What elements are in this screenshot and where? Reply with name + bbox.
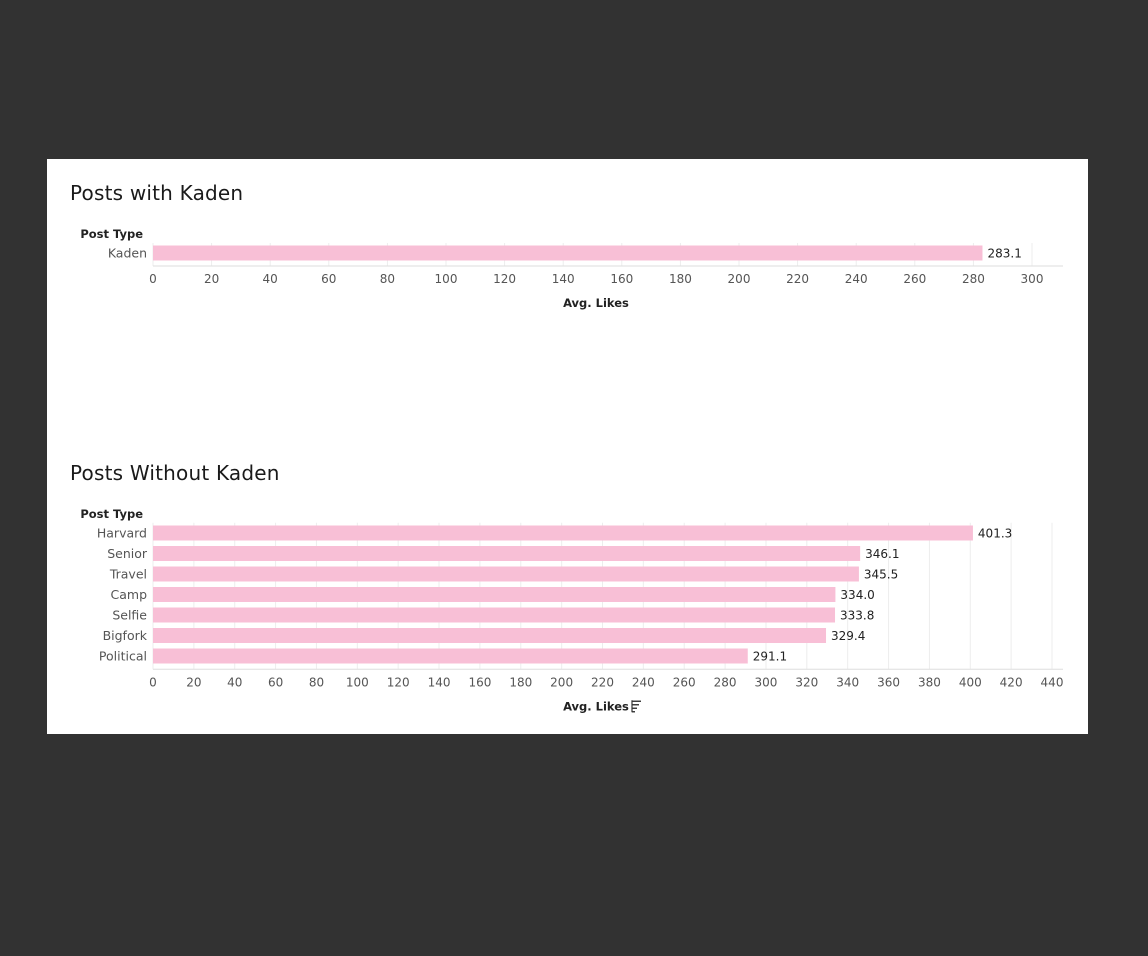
category-label: Travel — [109, 567, 147, 582]
category-label: Selfie — [112, 608, 147, 623]
x-tick-label: 320 — [795, 675, 818, 689]
x-tick-label: 40 — [263, 272, 278, 286]
x-tick-label: 80 — [380, 272, 395, 286]
category-label: Bigfork — [103, 628, 148, 643]
category-label: Senior — [107, 546, 148, 561]
x-tick-label: 200 — [550, 675, 573, 689]
category-label: Harvard — [97, 526, 147, 541]
x-tick-label: 280 — [714, 675, 737, 689]
x-tick-label: 180 — [509, 675, 532, 689]
bar-harvard[interactable] — [153, 525, 973, 541]
x-tick-label: 300 — [1021, 272, 1044, 286]
bar-selfie[interactable] — [153, 607, 836, 623]
x-tick-label: 440 — [1041, 675, 1064, 689]
x-tick-label: 300 — [755, 675, 778, 689]
value-label: 333.8 — [840, 609, 874, 623]
dashboard-card: Posts with Kaden Post Type Kaden 283.1 0 20 4… — [47, 159, 1088, 734]
x-tick-label: 220 — [591, 675, 614, 689]
x-tick-label: 40 — [227, 675, 242, 689]
value-label: 346.1 — [865, 547, 899, 561]
x-tick-label: 240 — [632, 675, 655, 689]
sort-icon[interactable] — [631, 700, 641, 713]
value-label: 291.1 — [753, 650, 787, 664]
bar-camp[interactable] — [153, 587, 836, 602]
x-tick-label: 260 — [673, 675, 696, 689]
chart-title-with-kaden: Posts with Kaden — [70, 181, 244, 205]
x-tick-label: 180 — [669, 272, 692, 286]
bar-political[interactable] — [153, 648, 748, 664]
value-label: 401.3 — [978, 527, 1012, 541]
x-tick-label: 60 — [321, 272, 336, 286]
category-label: Camp — [111, 587, 148, 602]
x-tick-label: 340 — [836, 675, 859, 689]
category-header: Post Type — [80, 227, 143, 241]
x-tick-label: 100 — [435, 272, 458, 286]
x-tick-label: 360 — [877, 675, 900, 689]
value-label: 334.0 — [840, 588, 874, 602]
x-tick-label: 0 — [149, 272, 157, 286]
bar-travel[interactable] — [153, 566, 859, 582]
x-tick-label: 380 — [918, 675, 941, 689]
x-tick-label: 200 — [728, 272, 751, 286]
x-tick-label: 140 — [552, 272, 575, 286]
value-label: 329.4 — [831, 629, 865, 643]
x-tick-label: 120 — [387, 675, 410, 689]
chart-posts-with-kaden: Post Type Kaden 283.1 0 20 40 60 80 100 120 140 160… — [80, 227, 1063, 310]
value-label: 345.5 — [864, 568, 898, 582]
x-tick-label: 60 — [268, 675, 283, 689]
x-tick-label: 120 — [493, 272, 516, 286]
x-tick-label: 20 — [204, 272, 219, 286]
chart-title-without-kaden: Posts Without Kaden — [70, 461, 280, 485]
bar-bigfork[interactable] — [153, 628, 827, 643]
x-tick-label: 0 — [149, 675, 157, 689]
x-tick-label: 260 — [903, 272, 926, 286]
category-header: Post Type — [80, 507, 143, 521]
x-tick-label: 160 — [468, 675, 491, 689]
x-tick-label: 400 — [959, 675, 982, 689]
x-tick-label: 420 — [1000, 675, 1023, 689]
category-label: Political — [99, 649, 147, 664]
x-axis-title: Avg. Likes — [563, 699, 629, 713]
value-label: 283.1 — [987, 247, 1021, 261]
x-axis-title: Avg. Likes — [563, 296, 629, 310]
bar-senior[interactable] — [153, 546, 861, 561]
chart-posts-without-kaden: Post Type Harvard 401.3 Senior 346.1 Travel 34… — [80, 507, 1064, 713]
x-tick-label: 80 — [309, 675, 324, 689]
bar-kaden[interactable] — [153, 245, 983, 261]
x-tick-label: 280 — [962, 272, 985, 286]
x-tick-label: 140 — [428, 675, 451, 689]
x-tick-label: 160 — [610, 272, 633, 286]
x-tick-label: 20 — [186, 675, 201, 689]
x-tick-label: 220 — [786, 272, 809, 286]
x-tick-label: 240 — [845, 272, 868, 286]
x-tick-label: 100 — [346, 675, 369, 689]
category-label: Kaden — [108, 246, 147, 261]
